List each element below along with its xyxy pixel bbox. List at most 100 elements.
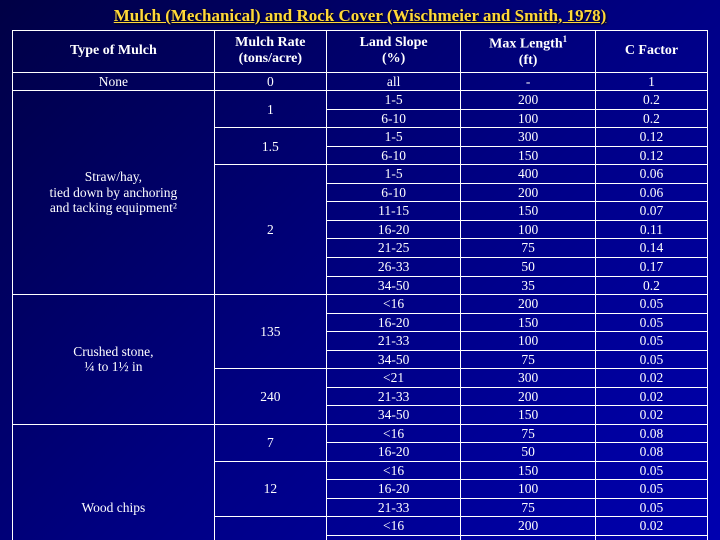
cell-len: 100: [461, 109, 596, 128]
cell-slope: 11-15: [326, 202, 461, 221]
cell-type: Wood chips: [13, 424, 215, 540]
cell-slope: 1-5: [326, 128, 461, 147]
cell-c: 0.2: [595, 109, 707, 128]
cell-slope: 34-50: [326, 406, 461, 425]
col-length: Max Length1(ft): [461, 31, 596, 73]
cell-slope: 34-50: [326, 350, 461, 369]
cell-rate: 1: [214, 91, 326, 128]
cell-len: 75: [461, 424, 596, 443]
page-title: Mulch (Mechanical) and Rock Cover (Wisch…: [12, 6, 708, 26]
cell-slope: 26-33: [326, 258, 461, 277]
cell-c: 0.06: [595, 183, 707, 202]
cell-c: 0.14: [595, 239, 707, 258]
cell-c: 0.06: [595, 165, 707, 184]
col-slope: Land Slope(%): [326, 31, 461, 73]
cell-len: 150: [461, 202, 596, 221]
cell-slope: <21: [326, 369, 461, 388]
cell-slope: <16: [326, 424, 461, 443]
cell-c: 0.12: [595, 146, 707, 165]
col-rate: Mulch Rate(tons/acre): [214, 31, 326, 73]
cell-c: 0.11: [595, 220, 707, 239]
cell-rate: 0: [214, 72, 326, 91]
cell-slope: 16-20: [326, 313, 461, 332]
cell-type: Crushed stone,¼ to 1½ in: [13, 295, 215, 425]
cell-len: 200: [461, 295, 596, 314]
cell-len: 300: [461, 369, 596, 388]
cell-slope: <16: [326, 295, 461, 314]
cell-len: 50: [461, 258, 596, 277]
cell-len: 200: [461, 387, 596, 406]
cell-len: 400: [461, 165, 596, 184]
cell-len: 75: [461, 350, 596, 369]
table-row: Crushed stone,¼ to 1½ in135<162000.05: [13, 295, 708, 314]
cell-c: 0.05: [595, 313, 707, 332]
cell-len: 150: [461, 313, 596, 332]
cell-len: 200: [461, 91, 596, 110]
cell-c: 0.08: [595, 424, 707, 443]
cell-rate: 2: [214, 165, 326, 295]
cell-c: 1: [595, 72, 707, 91]
cell-c: 0.02: [595, 369, 707, 388]
cell-c: 0.17: [595, 258, 707, 277]
cell-rate: 135: [214, 295, 326, 369]
cell-len: 75: [461, 239, 596, 258]
table-row: Straw/hay,tied down by anchoringand tack…: [13, 91, 708, 110]
cell-len: 150: [461, 461, 596, 480]
cell-c: 0.02: [595, 406, 707, 425]
cell-rate: 7: [214, 424, 326, 461]
cell-c: 0.05: [595, 295, 707, 314]
cell-slope: 6-10: [326, 146, 461, 165]
cell-slope: 6-10: [326, 183, 461, 202]
cell-len: 300: [461, 128, 596, 147]
cell-type: Straw/hay,tied down by anchoringand tack…: [13, 91, 215, 295]
cell-c: 0.2: [595, 276, 707, 295]
cell-len: 150: [461, 535, 596, 540]
cell-slope: 16-20: [326, 535, 461, 540]
cell-slope: 6-10: [326, 109, 461, 128]
cell-len: 50: [461, 443, 596, 462]
cell-slope: 1-5: [326, 165, 461, 184]
cell-c: 0.02: [595, 387, 707, 406]
col-cfactor: C Factor: [595, 31, 707, 73]
cell-rate: 12: [214, 461, 326, 517]
cell-slope: 16-20: [326, 480, 461, 499]
col-type: Type of Mulch: [13, 31, 215, 73]
cell-len: 150: [461, 406, 596, 425]
cell-c: 0.05: [595, 461, 707, 480]
cell-slope: 21-25: [326, 239, 461, 258]
table-row: None0all-1: [13, 72, 708, 91]
cell-len: 100: [461, 332, 596, 351]
cell-c: 0.05: [595, 332, 707, 351]
cell-c: 0.07: [595, 202, 707, 221]
cell-slope: 21-33: [326, 498, 461, 517]
cell-len: 150: [461, 146, 596, 165]
cell-type: None: [13, 72, 215, 91]
cell-len: 200: [461, 183, 596, 202]
cell-c: 0.12: [595, 128, 707, 147]
cell-slope: <16: [326, 517, 461, 536]
cell-len: 75: [461, 498, 596, 517]
mulch-table: Type of Mulch Mulch Rate(tons/acre) Land…: [12, 30, 708, 540]
cell-slope: 21-33: [326, 387, 461, 406]
cell-slope: 1-5: [326, 91, 461, 110]
cell-c: 0.05: [595, 498, 707, 517]
cell-len: 200: [461, 517, 596, 536]
cell-len: 35: [461, 276, 596, 295]
cell-c: 0.05: [595, 350, 707, 369]
cell-slope: all: [326, 72, 461, 91]
cell-c: 0.02: [595, 517, 707, 536]
cell-rate: 240: [214, 369, 326, 425]
cell-len: 100: [461, 480, 596, 499]
cell-len: 100: [461, 220, 596, 239]
cell-len: -: [461, 72, 596, 91]
cell-c: 0.08: [595, 443, 707, 462]
cell-rate: 1.5: [214, 128, 326, 165]
cell-c: 0.02: [595, 535, 707, 540]
cell-rate: 25: [214, 517, 326, 540]
cell-slope: 16-20: [326, 443, 461, 462]
cell-slope: <16: [326, 461, 461, 480]
cell-slope: 21-33: [326, 332, 461, 351]
cell-slope: 34-50: [326, 276, 461, 295]
cell-c: 0.05: [595, 480, 707, 499]
cell-slope: 16-20: [326, 220, 461, 239]
